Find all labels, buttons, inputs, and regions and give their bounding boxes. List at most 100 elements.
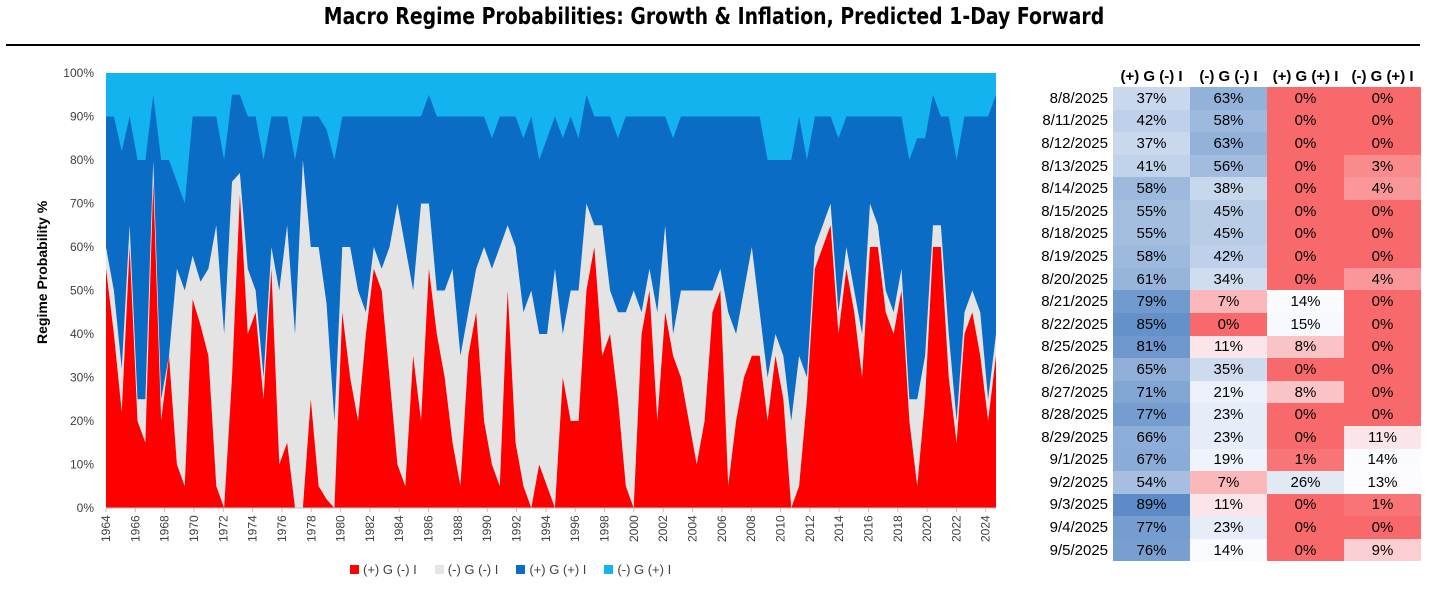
table-row: 8/8/2025 37% 63% 0% 0% bbox=[1022, 87, 1421, 110]
y-tick-label: 60% bbox=[70, 240, 94, 254]
x-tick-label: 1970 bbox=[187, 515, 201, 542]
stacked-area-chart: 0%10%20%30%40%50%60%70%80%90%100% 1964 19… bbox=[63, 66, 996, 542]
probability-cell: 55% bbox=[1113, 222, 1190, 246]
legend-swatch-lightblue bbox=[604, 565, 614, 574]
x-tick-label: 1992 bbox=[510, 515, 524, 542]
probability-cell: 0% bbox=[1344, 358, 1421, 381]
probability-cell: 7% bbox=[1190, 471, 1267, 494]
probability-cell: 58% bbox=[1113, 177, 1190, 200]
probability-cell: 0% bbox=[1267, 425, 1344, 449]
x-tick-label: 2004 bbox=[685, 515, 699, 542]
x-tick-label: 2008 bbox=[744, 515, 758, 542]
x-tick-label: 1974 bbox=[246, 515, 260, 542]
x-axis-ticks: 1964 1966 1968 1970 1972 1974 1976 1978 1980 1982… bbox=[99, 508, 993, 542]
probability-cell: 0% bbox=[1344, 132, 1421, 155]
probability-cell: 42% bbox=[1190, 245, 1267, 268]
table-row: 8/28/2025 77% 23% 0% 0% bbox=[1022, 403, 1421, 426]
series-area-0 bbox=[106, 181, 996, 508]
probability-cell: 0% bbox=[1267, 109, 1344, 133]
chart-areas bbox=[106, 73, 996, 508]
probability-cell: 3% bbox=[1344, 154, 1421, 178]
table-header-date bbox=[1022, 66, 1113, 87]
legend-item-neg-g-neg-i: (-) G (-) I bbox=[434, 562, 499, 577]
probability-cell: 0% bbox=[1267, 538, 1344, 562]
legend: (+) G (-) I (-) G (-) I (+) G (+) I (-) … bbox=[350, 562, 671, 577]
y-tick-label: 80% bbox=[70, 153, 94, 167]
probability-cell: 81% bbox=[1113, 335, 1190, 359]
probability-cell: 63% bbox=[1190, 87, 1267, 110]
probability-cell: 56% bbox=[1190, 154, 1267, 178]
row-date: 9/3/2025 bbox=[1049, 496, 1108, 514]
x-tick-label: 1964 bbox=[99, 515, 113, 542]
legend-item-pos-g-pos-i: (+) G (+) I bbox=[516, 562, 586, 577]
table-row: 8/21/2025 79% 7% 14% 0% bbox=[1022, 290, 1421, 313]
x-tick-label: 1994 bbox=[539, 515, 553, 542]
legend-label: (-) G (-) I bbox=[447, 562, 499, 577]
table-row: 8/13/2025 41% 56% 0% 3% bbox=[1022, 154, 1421, 178]
row-date: 8/22/2025 bbox=[1041, 315, 1108, 333]
probability-cell: 15% bbox=[1267, 312, 1344, 336]
row-date: 8/28/2025 bbox=[1041, 406, 1108, 424]
row-date: 8/12/2025 bbox=[1041, 134, 1108, 152]
probability-cell: 0% bbox=[1267, 493, 1344, 517]
probability-cell: 41% bbox=[1113, 154, 1190, 178]
table-row: 8/25/2025 81% 11% 8% 0% bbox=[1022, 335, 1421, 359]
row-date: 8/19/2025 bbox=[1041, 247, 1108, 265]
probability-cell: 0% bbox=[1267, 199, 1344, 223]
probability-cell: 11% bbox=[1190, 335, 1267, 359]
row-date: 8/13/2025 bbox=[1041, 157, 1108, 175]
table-row: 8/27/2025 71% 21% 8% 0% bbox=[1022, 380, 1421, 404]
probability-cell: 65% bbox=[1113, 358, 1190, 381]
table-row: 8/22/2025 85% 0% 15% 0% bbox=[1022, 312, 1421, 336]
probability-cell: 23% bbox=[1190, 403, 1267, 426]
x-tick-label: 1996 bbox=[568, 515, 582, 542]
probability-cell: 14% bbox=[1267, 290, 1344, 313]
row-date: 8/8/2025 bbox=[1049, 89, 1108, 107]
row-date: 8/18/2025 bbox=[1041, 225, 1108, 243]
probability-cell: 8% bbox=[1267, 380, 1344, 404]
probability-cell: 89% bbox=[1113, 493, 1190, 517]
row-date: 8/15/2025 bbox=[1041, 202, 1108, 220]
legend-item-neg-g-pos-i: (-) G (+) I bbox=[604, 562, 671, 577]
probability-cell: 0% bbox=[1267, 516, 1344, 539]
probability-cell: 14% bbox=[1344, 448, 1421, 472]
probability-cell: 37% bbox=[1113, 87, 1190, 110]
chart-title: Macro Regime Probabilities: Growth & Inf… bbox=[323, 4, 1105, 30]
row-date: 9/1/2025 bbox=[1049, 451, 1108, 469]
probability-cell: 61% bbox=[1113, 267, 1190, 291]
probability-cell: 76% bbox=[1113, 538, 1190, 562]
probability-cell: 1% bbox=[1267, 448, 1344, 472]
probability-cell: 0% bbox=[1267, 267, 1344, 291]
probability-cell: 0% bbox=[1344, 403, 1421, 426]
probability-cell: 38% bbox=[1190, 177, 1267, 200]
probability-cell: 11% bbox=[1344, 425, 1421, 449]
probability-cell: 0% bbox=[1267, 132, 1344, 155]
probability-cell: 0% bbox=[1344, 290, 1421, 313]
table-row: 8/19/2025 58% 42% 0% 0% bbox=[1022, 245, 1421, 268]
table-row: 8/26/2025 65% 35% 0% 0% bbox=[1022, 358, 1421, 381]
table-row: 9/3/2025 89% 11% 0% 1% bbox=[1022, 493, 1421, 517]
probability-cell: 23% bbox=[1190, 516, 1267, 539]
probability-cell: 37% bbox=[1113, 132, 1190, 155]
probability-cell: 0% bbox=[1344, 222, 1421, 246]
table-row: 9/4/2025 77% 23% 0% 0% bbox=[1022, 516, 1421, 539]
table-row: 8/15/2025 55% 45% 0% 0% bbox=[1022, 199, 1421, 223]
x-tick-label: 1980 bbox=[334, 515, 348, 542]
x-tick-label: 1982 bbox=[363, 515, 377, 542]
x-tick-label: 1988 bbox=[451, 515, 465, 542]
probability-cell: 54% bbox=[1113, 471, 1190, 494]
probability-cell: 4% bbox=[1344, 267, 1421, 291]
x-tick-label: 2016 bbox=[861, 515, 875, 542]
row-date: 8/27/2025 bbox=[1041, 383, 1108, 401]
probability-cell: 66% bbox=[1113, 425, 1190, 449]
probability-cell: 35% bbox=[1190, 358, 1267, 381]
probability-cell: 77% bbox=[1113, 516, 1190, 539]
x-tick-label: 2018 bbox=[891, 515, 905, 542]
y-tick-label: 90% bbox=[70, 110, 94, 124]
probability-cell: 11% bbox=[1190, 493, 1267, 517]
table-row: 8/18/2025 55% 45% 0% 0% bbox=[1022, 222, 1421, 246]
y-tick-label: 30% bbox=[70, 371, 94, 385]
probability-cell: 0% bbox=[1344, 87, 1421, 110]
probability-cell: 13% bbox=[1344, 471, 1421, 494]
row-date: 8/21/2025 bbox=[1041, 293, 1108, 311]
